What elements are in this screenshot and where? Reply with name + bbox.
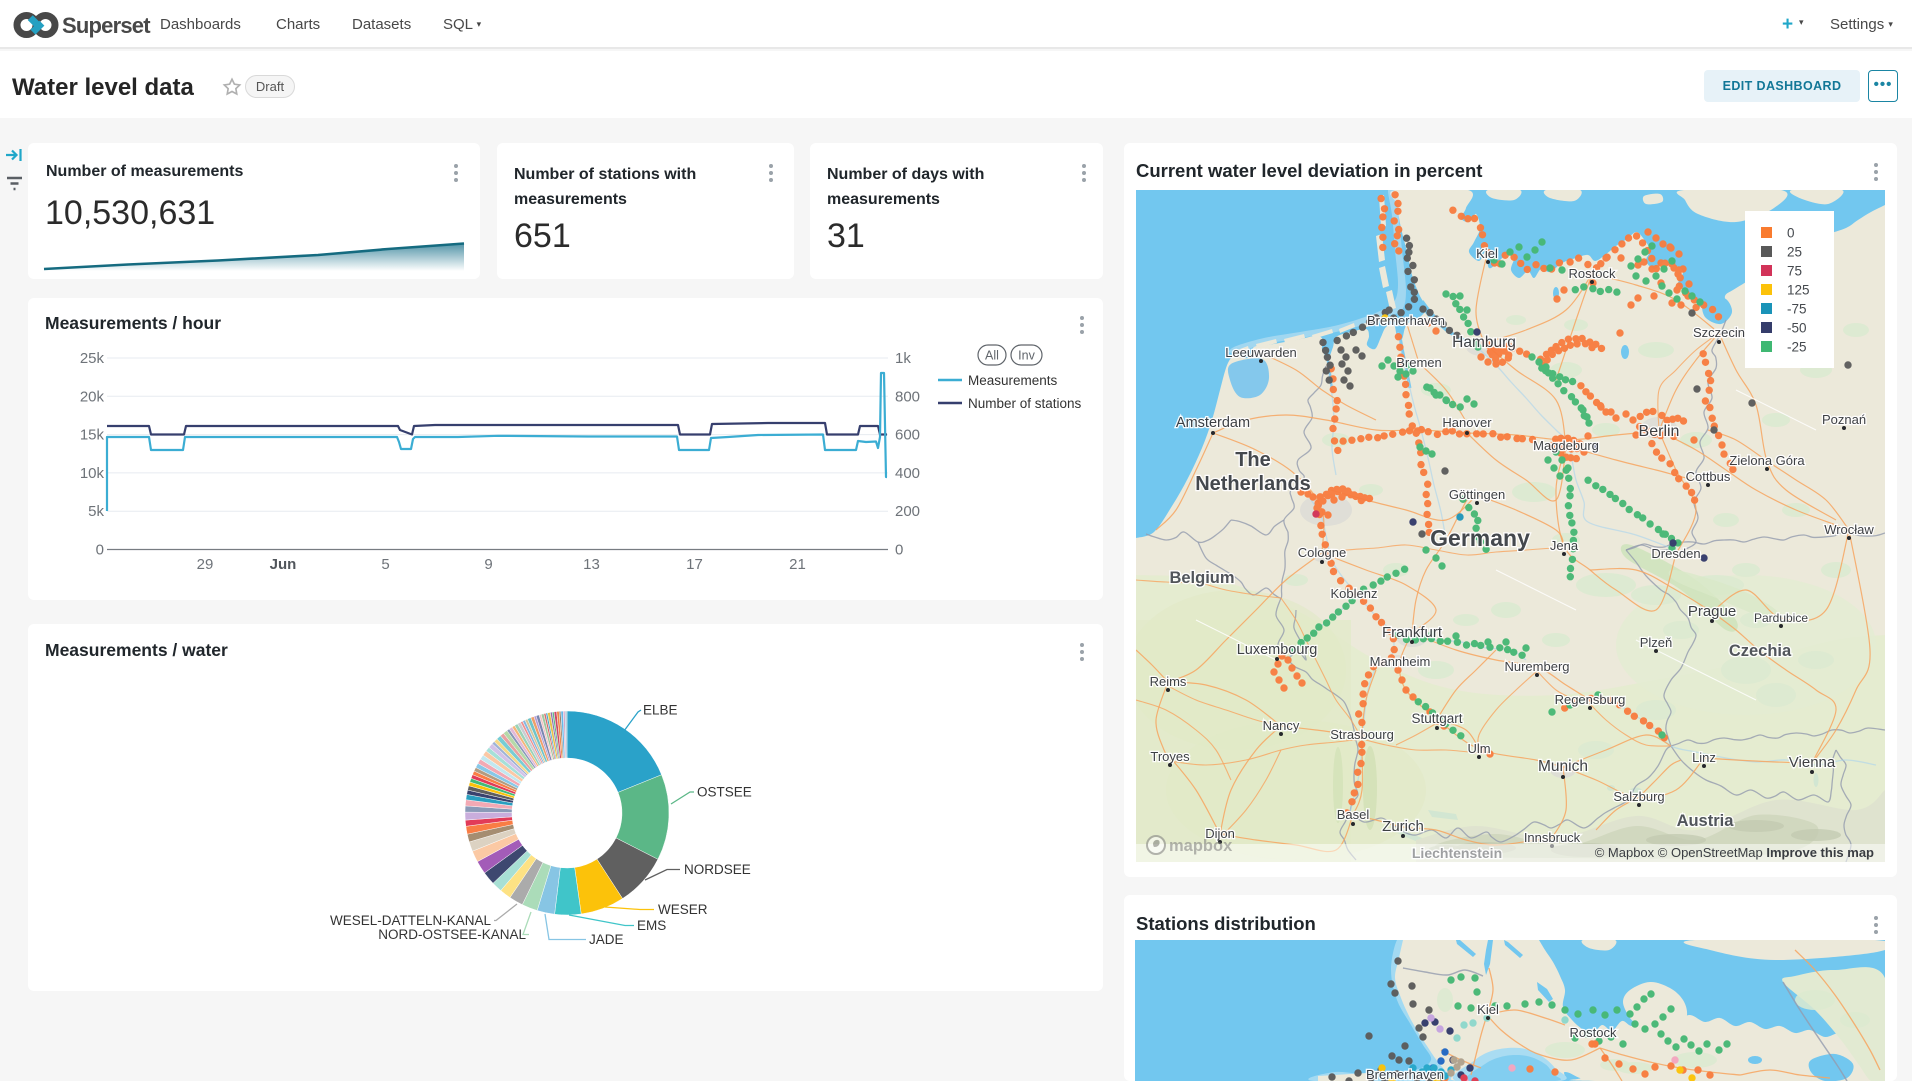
svg-text:Cologne: Cologne [1298, 545, 1346, 560]
svg-text:Rostock: Rostock [1569, 266, 1616, 281]
svg-text:The: The [1235, 449, 1271, 471]
svg-text:25k: 25k [80, 350, 105, 367]
svg-text:5: 5 [381, 556, 389, 573]
svg-text:JADE: JADE [589, 932, 624, 947]
svg-text:Bremen: Bremen [1396, 355, 1442, 370]
svg-text:Cottbus: Cottbus [1686, 469, 1731, 484]
svg-text:Prague: Prague [1688, 603, 1736, 620]
svg-text:Inv: Inv [1018, 349, 1035, 363]
svg-text:WESEL-DATTELN-KANAL: WESEL-DATTELN-KANAL [330, 913, 492, 928]
svg-text:Number of stations: Number of stations [968, 396, 1082, 411]
svg-text:Wrocław: Wrocław [1824, 522, 1874, 537]
svg-text:Frankfurt: Frankfurt [1382, 624, 1443, 641]
svg-text:Koblenz: Koblenz [1331, 586, 1378, 601]
svg-text:NORD-OSTSEE-KANAL: NORD-OSTSEE-KANAL [378, 927, 526, 942]
svg-text:-50: -50 [1787, 321, 1807, 336]
svg-text:OSTSEE: OSTSEE [697, 785, 752, 800]
svg-text:Austria: Austria [1677, 812, 1735, 830]
svg-text:Troyes: Troyes [1150, 749, 1190, 764]
svg-text:© Mapbox © OpenStreetMap Impro: © Mapbox © OpenStreetMap Improve this ma… [1595, 845, 1874, 860]
svg-text:Measurements: Measurements [968, 373, 1058, 388]
svg-text:Berlin: Berlin [1639, 423, 1680, 440]
svg-text:125: 125 [1787, 283, 1810, 298]
svg-text:Bremerhaven: Bremerhaven [1366, 1067, 1444, 1081]
svg-text:29: 29 [197, 556, 214, 573]
svg-text:600: 600 [895, 427, 920, 444]
svg-text:Jun: Jun [270, 556, 297, 573]
svg-text:Magdeburg: Magdeburg [1533, 438, 1599, 453]
svg-text:Vienna: Vienna [1789, 754, 1836, 771]
svg-text:13: 13 [583, 556, 600, 573]
svg-text:Kiel: Kiel [1476, 246, 1498, 261]
svg-text:Szczecin: Szczecin [1693, 325, 1745, 340]
svg-text:0: 0 [96, 542, 104, 559]
svg-text:Strasbourg: Strasbourg [1330, 727, 1394, 742]
svg-text:20k: 20k [80, 388, 105, 405]
svg-text:200: 200 [895, 503, 920, 520]
svg-text:Nuremberg: Nuremberg [1504, 659, 1569, 674]
svg-text:Innsbruck: Innsbruck [1524, 830, 1581, 845]
svg-text:Göttingen: Göttingen [1449, 487, 1505, 502]
svg-text:Dijon: Dijon [1205, 826, 1235, 841]
svg-text:Zielona Góra: Zielona Góra [1729, 453, 1805, 468]
svg-text:9: 9 [484, 556, 492, 573]
svg-text:Netherlands: Netherlands [1195, 473, 1311, 495]
svg-text:Hanover: Hanover [1442, 415, 1492, 430]
svg-text:Bremerhaven: Bremerhaven [1367, 313, 1445, 328]
svg-text:1k: 1k [895, 350, 911, 367]
svg-text:800: 800 [895, 388, 920, 405]
svg-text:Munich: Munich [1538, 758, 1588, 775]
svg-text:Rostock: Rostock [1570, 1025, 1617, 1040]
svg-text:10k: 10k [80, 465, 105, 482]
svg-text:NORDSEE: NORDSEE [684, 862, 751, 877]
svg-text:ELBE: ELBE [643, 703, 678, 718]
svg-text:Ulm: Ulm [1467, 741, 1490, 756]
svg-text:Belgium: Belgium [1169, 569, 1234, 587]
svg-text:-25: -25 [1787, 340, 1807, 355]
svg-text:Zurich: Zurich [1382, 818, 1424, 835]
svg-text:Regensburg: Regensburg [1555, 692, 1626, 707]
svg-text:Linz: Linz [1692, 750, 1716, 765]
svg-text:Stuttgart: Stuttgart [1411, 711, 1462, 726]
svg-text:All: All [985, 349, 999, 363]
svg-text:Hamburg: Hamburg [1452, 334, 1516, 351]
svg-text:5k: 5k [88, 503, 104, 520]
svg-text:Plzeň: Plzeň [1640, 635, 1673, 650]
svg-text:Kiel: Kiel [1477, 1002, 1499, 1017]
svg-text:Salzburg: Salzburg [1613, 789, 1664, 804]
svg-text:0: 0 [895, 542, 903, 559]
svg-text:Reims: Reims [1150, 674, 1187, 689]
svg-text:400: 400 [895, 465, 920, 482]
svg-text:Nancy: Nancy [1263, 718, 1300, 733]
svg-text:-75: -75 [1787, 302, 1807, 317]
svg-text:WESER: WESER [658, 902, 708, 917]
svg-text:Czechia: Czechia [1729, 642, 1792, 660]
svg-text:mapbox: mapbox [1169, 837, 1233, 855]
svg-text:0: 0 [1787, 226, 1795, 241]
svg-text:17: 17 [686, 556, 703, 573]
svg-text:25: 25 [1787, 245, 1802, 260]
svg-text:Pardubice: Pardubice [1754, 611, 1808, 625]
svg-text:Amsterdam: Amsterdam [1176, 415, 1250, 431]
svg-text:Jena: Jena [1550, 538, 1579, 553]
svg-text:Leeuwarden: Leeuwarden [1225, 345, 1297, 360]
svg-text:Poznań: Poznań [1822, 412, 1866, 427]
svg-text:Superset: Superset [62, 13, 151, 38]
svg-text:Mannheim: Mannheim [1370, 654, 1431, 669]
svg-text:EMS: EMS [637, 918, 666, 933]
svg-text:Basel: Basel [1337, 807, 1370, 822]
svg-text:Dresden: Dresden [1651, 546, 1700, 561]
svg-text:75: 75 [1787, 264, 1802, 279]
svg-text:Luxembourg: Luxembourg [1237, 642, 1318, 658]
svg-text:Germany: Germany [1430, 525, 1530, 551]
svg-text:21: 21 [789, 556, 806, 573]
svg-text:15k: 15k [80, 427, 105, 444]
